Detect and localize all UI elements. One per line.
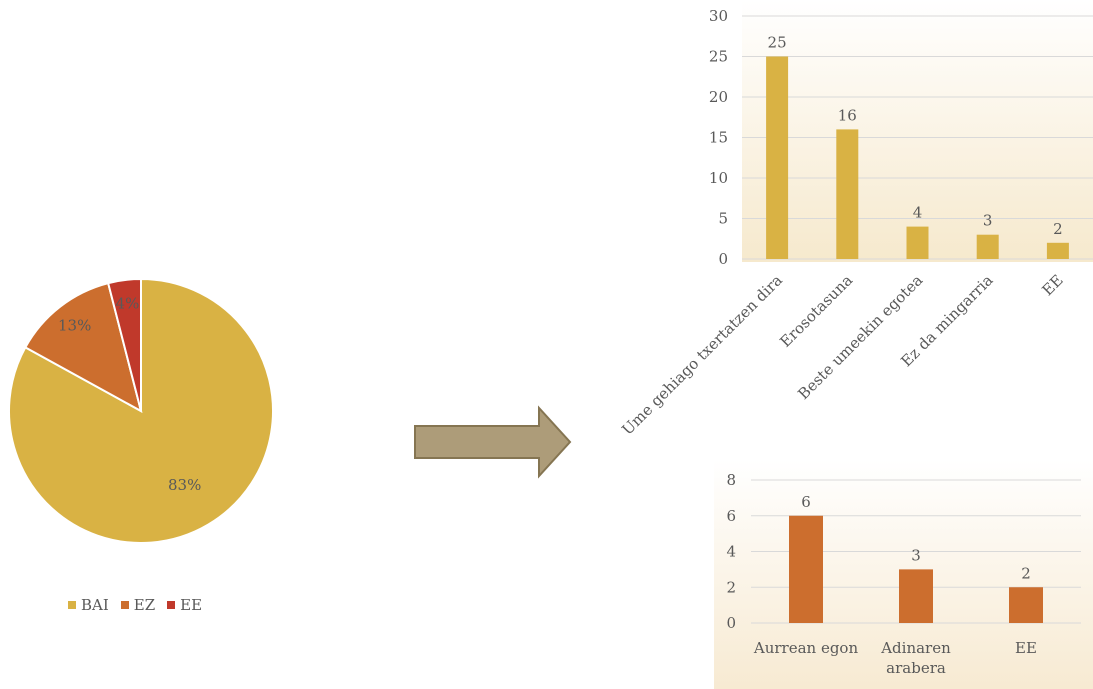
pie-slice-bai [8,277,274,544]
arrow-shape [414,405,572,479]
pie-label-ee: 4% [116,295,140,313]
bar [899,569,933,623]
y-tick-label: 20 [709,88,728,106]
pie-label-bai: 83% [168,476,201,494]
data-label: 2 [1021,564,1031,582]
bar [1046,242,1069,259]
data-label: 16 [838,106,857,124]
y-tick-label: 2 [726,578,736,596]
y-tick-label: 6 [726,507,736,525]
data-label: 4 [913,204,923,222]
data-label: 3 [911,546,921,564]
legend-label-ez: EZ [133,596,156,614]
y-tick-label: 25 [709,48,728,66]
y-tick-label: 15 [709,129,728,147]
legend-swatch-bai [68,601,76,609]
legend-item-ez: EZ [120,596,156,614]
legend-item-bai: BAI [68,596,109,614]
pie-legend: BAI EZ EE [68,595,248,615]
data-label: 3 [983,212,993,230]
y-tick-label: 10 [709,169,728,187]
legend-item-ee: EE [167,596,202,614]
x-tick-label: Ume gehiago txertatzen dira [618,271,786,439]
legend-swatch-ee [167,601,176,609]
x-tick-label: Aurrean egon [753,639,859,657]
plot-background [742,0,1093,262]
y-tick-label: 0 [726,614,736,632]
pie-label-ez: 13% [58,316,91,334]
x-tick-label: Adinaren [880,639,951,657]
bar [976,234,999,259]
legend-swatch-ez [120,601,129,609]
legend-label-bai: BAI [81,596,109,614]
bar [906,226,929,259]
x-tick-label: Erosotasuna [776,271,856,351]
bar-chart-reasons-yes: 0 5 10 15 20 25 30 25 Ume gehiago txertatzen dir… [618,0,1093,439]
bar [789,515,823,623]
pie-slice-ee [106,277,142,412]
y-tick-label: 30 [709,7,728,25]
pie-chart: 83% 13% 4% [8,277,274,544]
x-tick-label: EE [1039,271,1067,299]
data-label: 6 [801,493,811,511]
bar-chart-reasons-no: 0 2 4 6 8 6 Aurrean egon 3 Adinaren arabera 2 EE [714,460,1093,689]
legend-label-ee: EE [180,596,203,614]
bar [766,56,789,259]
bar [1009,587,1043,623]
x-tick-label: EE [1015,639,1037,657]
pie-slice-ez [23,281,143,413]
bar [836,129,859,259]
y-tick-label: 8 [726,471,736,489]
x-tick-label: arabera [886,659,946,677]
data-label: 2 [1053,220,1063,238]
data-label: 25 [768,34,787,52]
right-arrow-icon [414,405,572,479]
y-tick-label: 4 [726,543,736,561]
y-tick-label: 5 [718,210,728,228]
x-tick-label: Beste umeekin egotea [794,271,926,403]
y-tick-label: 0 [718,250,728,268]
